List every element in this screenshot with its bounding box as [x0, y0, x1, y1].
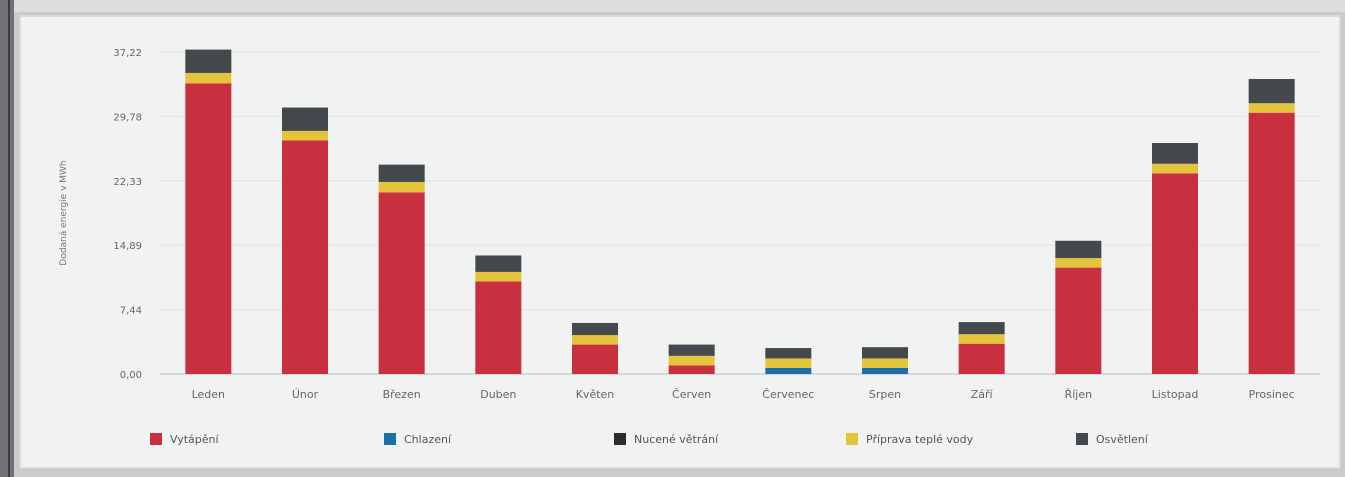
- legend-item[interactable]: Příprava teplé vody: [846, 430, 973, 448]
- top-band: [0, 0, 1345, 12]
- bar-segment: [378, 181, 425, 193]
- bar-segment: [765, 358, 812, 368]
- bar-segment: [1152, 143, 1198, 164]
- legend-label: Chlazení: [404, 432, 452, 446]
- x-tick-label: Září: [971, 388, 994, 401]
- bar-segment: [572, 322, 618, 336]
- bar-segment: [1055, 240, 1102, 259]
- x-tick-label: Srpen: [869, 388, 901, 401]
- legend-label: Nucené větrání: [634, 432, 719, 446]
- y-tick-label: 14,89: [113, 241, 142, 252]
- bar-segment: [862, 347, 908, 359]
- legend-label: Osvětlení: [1096, 432, 1148, 446]
- x-tick-label: Duben: [480, 388, 516, 401]
- bar-segment: [1152, 163, 1198, 174]
- bar-segment: [185, 72, 232, 84]
- bar-segment: [862, 358, 908, 368]
- legend-item[interactable]: Vytápění: [150, 430, 219, 448]
- legend-item[interactable]: Osvětlení: [1076, 430, 1148, 448]
- bar-segment: [668, 365, 715, 374]
- bar-segment: [185, 83, 232, 375]
- bar-segment: [1248, 112, 1295, 374]
- bar-segment: [958, 334, 1005, 344]
- legend-swatch: [846, 433, 858, 445]
- bar-segment: [1055, 258, 1102, 268]
- y-tick-label: 7,44: [120, 306, 142, 317]
- bar-segment: [862, 367, 908, 374]
- bar-segment: [282, 107, 328, 131]
- x-tick-label: Listopad: [1152, 388, 1199, 401]
- y-tick-label: 0,00: [120, 370, 142, 381]
- bar-segment: [282, 140, 328, 374]
- bar-segment: [1055, 267, 1102, 374]
- legend-swatch: [150, 433, 162, 445]
- legend-label: Vytápění: [170, 432, 219, 446]
- legend-item[interactable]: Chlazení: [384, 430, 451, 448]
- bar-segment: [1248, 103, 1295, 113]
- x-tick-label: Říjen: [1065, 388, 1093, 401]
- x-tick-label: Únor: [292, 388, 319, 401]
- legend-label: Příprava teplé vody: [866, 432, 974, 446]
- bar-segment: [572, 335, 618, 345]
- bar-segment: [668, 355, 715, 366]
- bar-segment: [475, 271, 522, 282]
- bar-segment: [572, 344, 618, 374]
- x-tick-label: Červenec: [762, 388, 814, 401]
- legend-item[interactable]: Nucené větrání: [614, 430, 718, 448]
- x-tick-label: Červen: [672, 388, 711, 401]
- bar-segment: [765, 348, 812, 359]
- chart-legend: Vytápění Chlazení Nucené větrání Příprava t…: [0, 430, 1345, 450]
- bar-segment: [378, 164, 425, 182]
- legend-swatch: [384, 433, 396, 445]
- chart-panel: [18, 14, 1342, 470]
- x-tick-label: Březen: [383, 388, 421, 401]
- legend-swatch: [614, 433, 626, 445]
- bar-segment: [185, 49, 232, 73]
- bar-segment: [475, 255, 522, 272]
- legend-swatch: [1076, 433, 1088, 445]
- x-tick-label: Prosinec: [1249, 388, 1295, 401]
- y-tick-label: 29,78: [113, 112, 142, 123]
- bar-segment: [282, 130, 328, 141]
- x-tick-label: Leden: [192, 388, 225, 401]
- y-axis-title: Dodaná energie v MWh: [59, 160, 69, 265]
- y-tick-label: 37,22: [113, 48, 142, 59]
- y-tick-label: 22,33: [113, 177, 142, 188]
- bar-segment: [1248, 78, 1295, 104]
- bar-segment: [378, 192, 425, 374]
- bar-segment: [765, 367, 812, 374]
- bar-segment: [1152, 173, 1198, 374]
- bar-segment: [475, 281, 522, 374]
- window-frame: [0, 0, 14, 477]
- x-tick-label: Květen: [576, 388, 615, 401]
- bar-segment: [958, 343, 1005, 374]
- bar-segment: [668, 344, 715, 356]
- bar-segment: [958, 322, 1005, 335]
